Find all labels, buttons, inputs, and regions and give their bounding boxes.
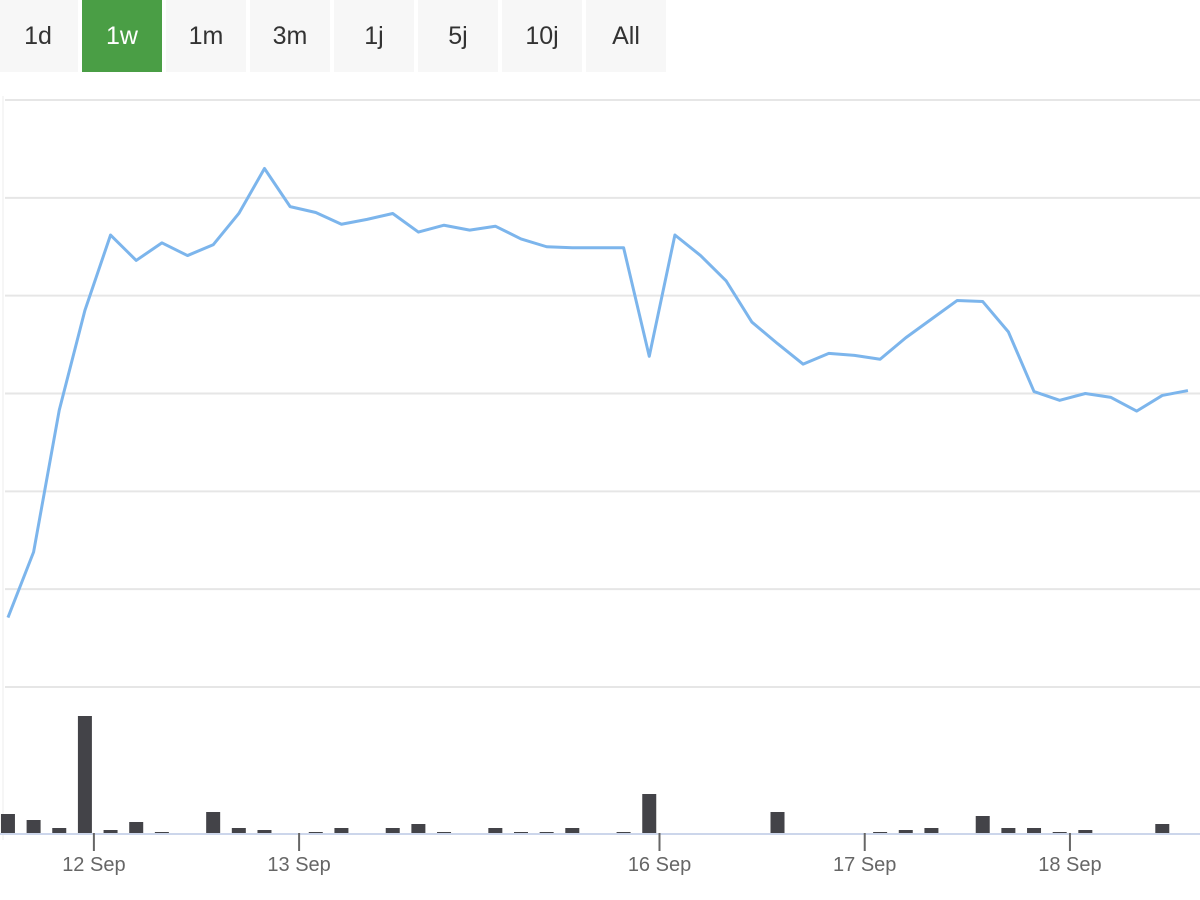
volume-bar [154, 832, 169, 833]
x-tick-label: 16 Sep [628, 854, 691, 876]
volume-bar [642, 794, 657, 833]
x-tick-label: 18 Sep [1038, 854, 1101, 876]
volume-bar [539, 832, 554, 833]
x-tick-label: 13 Sep [267, 854, 330, 876]
x-tick-label: 12 Sep [62, 854, 125, 876]
volume-bar [26, 820, 41, 833]
volume-bar [206, 812, 221, 833]
range-button[interactable]: 1m [166, 0, 246, 72]
volume-bar [334, 828, 349, 833]
volume-bar [103, 830, 118, 833]
range-button[interactable]: 10j [502, 0, 582, 72]
volume-bar [77, 716, 92, 833]
volume-bar [308, 832, 323, 833]
volume-bar [616, 832, 631, 833]
range-button[interactable]: 1j [334, 0, 414, 72]
volume-bar [0, 814, 15, 833]
volume-bar [231, 828, 246, 833]
volume-bar [257, 830, 272, 833]
volume-bar [513, 832, 528, 833]
volume-bar [411, 824, 426, 833]
volume-bar [770, 812, 785, 833]
volume-bar [565, 828, 580, 833]
volume-bar [1078, 830, 1093, 833]
volume-bar [437, 832, 452, 833]
volume-bar [924, 828, 939, 833]
price-line [6, 166, 1189, 619]
range-button[interactable]: All [586, 0, 666, 72]
volume-bar [1027, 828, 1042, 833]
x-tick-label: 17 Sep [833, 854, 896, 876]
volume-bar [129, 822, 144, 833]
volume-bar [1155, 824, 1170, 833]
volume-bar [488, 828, 503, 833]
range-button[interactable]: 1w [82, 0, 162, 72]
volume-bar [385, 828, 400, 833]
volume-bar [873, 832, 888, 833]
range-button[interactable]: 1d [0, 0, 78, 72]
volume-bar [975, 816, 990, 833]
range-button[interactable]: 5j [418, 0, 498, 72]
range-button[interactable]: 3m [250, 0, 330, 72]
volume-bar [1001, 828, 1016, 833]
volume-bar [898, 830, 913, 833]
volume-bar [52, 828, 67, 833]
volume-bar [1052, 832, 1067, 833]
